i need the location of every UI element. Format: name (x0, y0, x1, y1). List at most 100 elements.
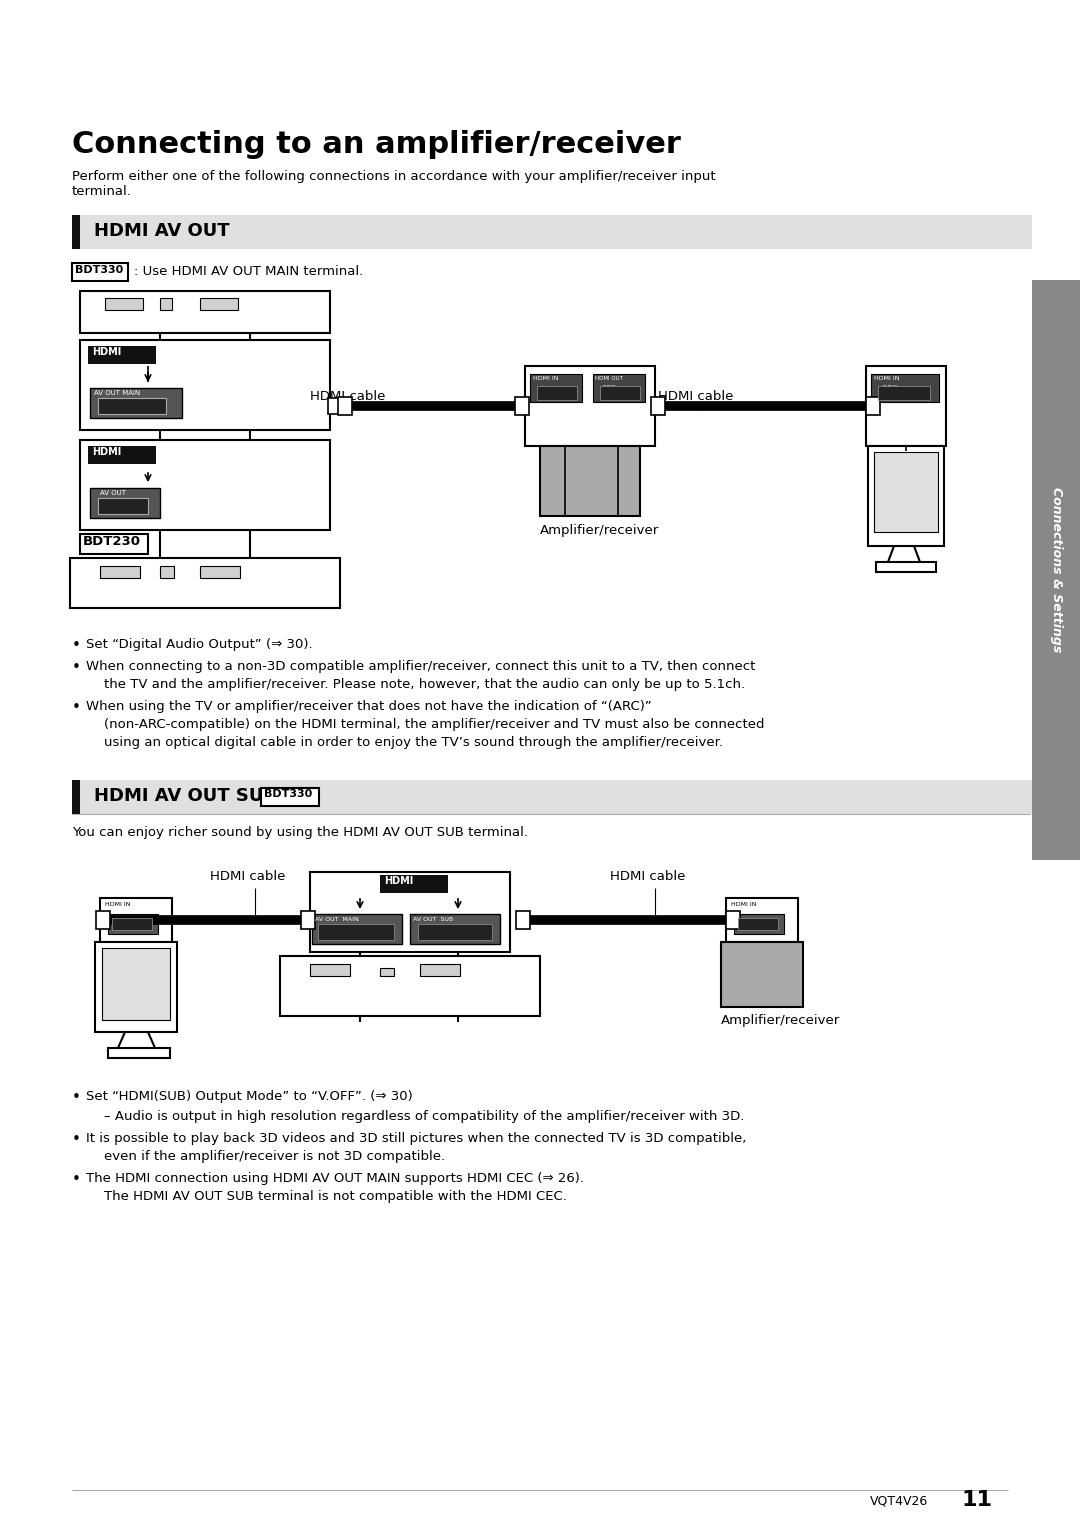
Text: even if the amplifier/receiver is not 3D compatible.: even if the amplifier/receiver is not 3D… (104, 1151, 445, 1163)
Bar (80, 439, 330, 530)
Text: Perform either one of the following connections in accordance with your amplifie: Perform either one of the following conn… (72, 169, 716, 198)
Text: HDMI cable: HDMI cable (610, 870, 686, 884)
Text: AV OUT MAIN: AV OUT MAIN (94, 391, 140, 397)
Bar (87, 346, 156, 365)
Text: BDT230: BDT230 (83, 536, 141, 548)
Bar (874, 452, 939, 533)
Bar (72, 215, 80, 249)
Bar (70, 559, 340, 607)
Bar (410, 914, 500, 945)
Bar (876, 562, 936, 572)
Bar (866, 397, 880, 415)
Text: HDMI OUT: HDMI OUT (595, 375, 623, 382)
Text: (ARC): (ARC) (600, 385, 617, 391)
Bar (72, 780, 1032, 813)
Text: Amplifier/receiver: Amplifier/receiver (540, 523, 659, 537)
Bar (530, 374, 582, 401)
Bar (200, 566, 240, 578)
Text: HDMI IN: HDMI IN (874, 375, 900, 382)
Text: •: • (72, 700, 81, 716)
Text: Amplifier/receiver: Amplifier/receiver (721, 1013, 840, 1027)
Bar (102, 948, 170, 1019)
Bar (98, 497, 148, 514)
Text: Connecting to an amplifier/receiver: Connecting to an amplifier/receiver (72, 130, 680, 159)
Bar (96, 911, 110, 929)
Text: HDMI AV OUT: HDMI AV OUT (94, 221, 230, 240)
Text: Connections & Settings: Connections & Settings (1050, 487, 1063, 653)
Bar (108, 1048, 170, 1058)
Text: •: • (72, 1090, 81, 1105)
Bar (100, 566, 140, 578)
Bar (80, 534, 148, 554)
Text: When using the TV or amplifier/receiver that does not have the indication of “(A: When using the TV or amplifier/receiver … (86, 700, 651, 713)
Bar (301, 911, 315, 929)
Text: 11: 11 (962, 1489, 993, 1511)
Bar (868, 446, 944, 546)
Text: VQT4V26: VQT4V26 (870, 1494, 928, 1508)
Bar (734, 914, 784, 934)
Bar (72, 780, 80, 813)
Text: •: • (72, 1132, 81, 1148)
Bar (72, 262, 129, 281)
Bar (112, 919, 152, 929)
Bar (593, 374, 645, 401)
Text: AV OUT: AV OUT (100, 490, 126, 496)
Text: the TV and the amplifier/receiver. Please note, however, that the audio can only: the TV and the amplifier/receiver. Pleas… (104, 678, 745, 691)
Text: (ARC): (ARC) (881, 385, 899, 391)
Text: The HDMI connection using HDMI AV OUT MAIN supports HDMI CEC (⇒ 26).: The HDMI connection using HDMI AV OUT MA… (86, 1172, 584, 1186)
Bar (738, 919, 778, 929)
Bar (108, 914, 158, 934)
Text: •: • (72, 661, 81, 674)
Text: •: • (72, 638, 81, 653)
Bar (160, 566, 174, 578)
Text: HDMI cable: HDMI cable (310, 391, 386, 403)
Text: Set “Digital Audio Output” (⇒ 30).: Set “Digital Audio Output” (⇒ 30). (86, 638, 312, 652)
Bar (516, 911, 530, 929)
Bar (100, 897, 172, 942)
Bar (280, 955, 540, 1016)
Bar (98, 398, 166, 414)
Text: When connecting to a non-3D compatible amplifier/receiver, connect this unit to : When connecting to a non-3D compatible a… (86, 661, 755, 673)
Bar (380, 874, 448, 893)
Bar (1032, 279, 1080, 861)
Bar (338, 397, 352, 415)
Bar (726, 911, 740, 929)
Bar (318, 925, 394, 940)
Text: HDMI cable: HDMI cable (658, 391, 733, 403)
Text: HDMI: HDMI (92, 447, 121, 456)
Bar (312, 914, 402, 945)
Bar (866, 366, 946, 446)
Bar (651, 397, 665, 415)
Bar (721, 942, 804, 1007)
Bar (540, 446, 640, 516)
Text: The HDMI AV OUT SUB terminal is not compatible with the HDMI CEC.: The HDMI AV OUT SUB terminal is not comp… (104, 1190, 567, 1202)
Bar (310, 871, 510, 952)
Text: AV OUT  SUB: AV OUT SUB (413, 917, 454, 922)
Bar (72, 215, 1032, 249)
Bar (418, 925, 492, 940)
Text: HDMI AV OUT SUB: HDMI AV OUT SUB (94, 787, 276, 806)
Text: HDMI cable: HDMI cable (210, 870, 285, 884)
Text: HDMI: HDMI (92, 346, 121, 357)
Bar (160, 298, 172, 310)
Bar (261, 787, 319, 806)
Bar (310, 964, 350, 977)
Text: HDMI IN: HDMI IN (534, 375, 558, 382)
Text: Set “HDMI(SUB) Output Mode” to “V.OFF”. (⇒ 30): Set “HDMI(SUB) Output Mode” to “V.OFF”. … (86, 1090, 413, 1103)
Bar (878, 386, 930, 400)
Text: HDMI IN: HDMI IN (105, 902, 131, 906)
Bar (537, 386, 577, 400)
Text: using an optical digital cable in order to enjoy the TV’s sound through the ampl: using an optical digital cable in order … (104, 736, 723, 749)
Bar (80, 291, 330, 333)
Bar (95, 942, 177, 1032)
Bar (200, 298, 238, 310)
Text: (non-ARC-compatible) on the HDMI terminal, the amplifier/receiver and TV must al: (non-ARC-compatible) on the HDMI termina… (104, 719, 765, 731)
Bar (870, 374, 939, 401)
Bar (515, 397, 529, 415)
Text: – Audio is output in high resolution regardless of compatibility of the amplifie: – Audio is output in high resolution reg… (104, 1109, 744, 1123)
Bar (90, 388, 183, 418)
Bar (105, 298, 143, 310)
Bar (600, 386, 640, 400)
Text: It is possible to play back 3D videos and 3D still pictures when the connected T: It is possible to play back 3D videos an… (86, 1132, 746, 1144)
Text: HDMI IN: HDMI IN (731, 902, 756, 906)
